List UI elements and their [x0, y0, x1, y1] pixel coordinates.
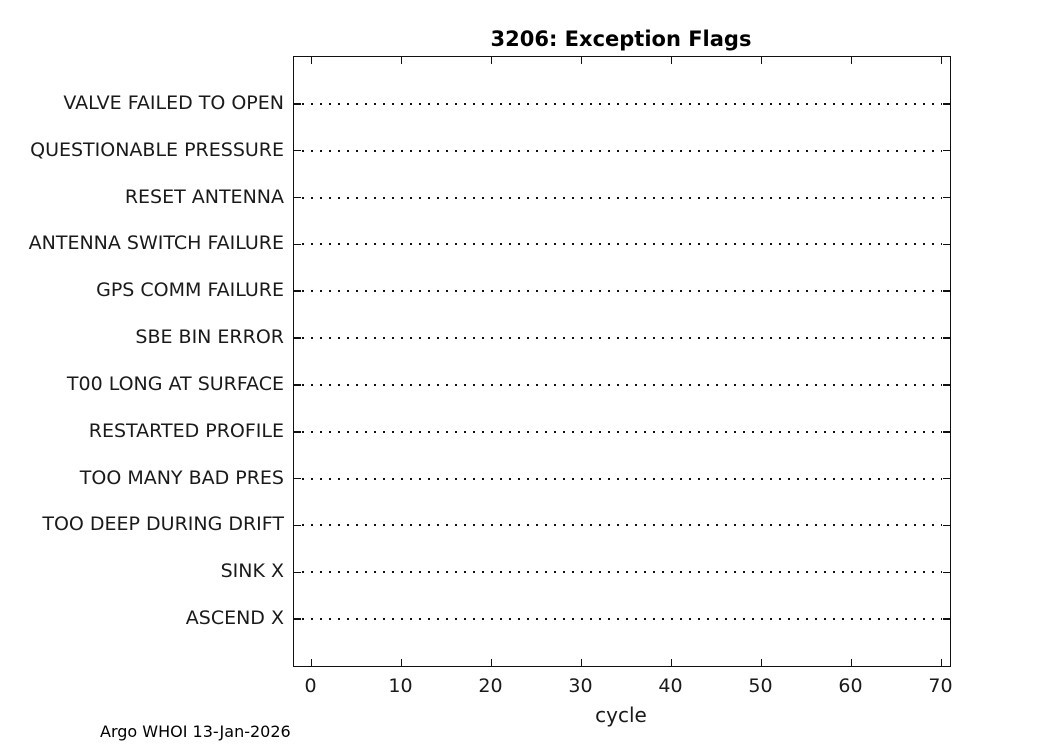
footer-annotation: Argo WHOI 13-Jan-2026 — [100, 722, 291, 741]
x-axis-label: cycle — [595, 703, 647, 727]
y-tick-right — [943, 196, 950, 199]
y-axis-category-label: SINK X — [220, 560, 284, 583]
category-dotted-line — [302, 337, 942, 340]
y-axis-category-label: SBE BIN ERROR — [135, 326, 284, 349]
x-tick-bottom — [580, 659, 583, 666]
y-axis-category-label: RESET ANTENNA — [124, 185, 284, 208]
x-tick-bottom — [940, 659, 943, 666]
category-dotted-line — [302, 571, 942, 574]
y-axis-category-label: TOO MANY BAD PRES — [79, 466, 284, 489]
x-tick-label: 60 — [838, 675, 863, 697]
y-tick-left — [294, 149, 301, 152]
y-axis-category-label: QUESTIONABLE PRESSURE — [30, 138, 284, 161]
y-tick-left — [294, 243, 301, 246]
x-tick-label: 50 — [748, 675, 773, 697]
x-tick-top — [400, 57, 403, 64]
x-tick-label: 40 — [658, 675, 683, 697]
y-tick-right — [943, 290, 950, 293]
y-tick-right — [943, 103, 950, 105]
x-tick-top — [310, 57, 313, 64]
category-dotted-line — [302, 290, 942, 293]
y-tick-left — [294, 524, 301, 527]
x-tick-top — [760, 57, 763, 64]
y-axis-category-label: GPS COMM FAILURE — [96, 279, 284, 302]
y-axis-category-label: RESTARTED PROFILE — [88, 419, 284, 442]
y-tick-left — [294, 430, 301, 433]
y-axis-category-label: T00 LONG AT SURFACE — [66, 372, 284, 395]
x-tick-top — [580, 57, 583, 64]
x-tick-top — [670, 57, 673, 64]
x-tick-bottom — [670, 659, 673, 666]
y-axis-category-label: VALVE FAILED TO OPEN — [63, 91, 284, 114]
y-tick-right — [943, 524, 950, 527]
x-tick-label: 30 — [568, 675, 593, 697]
category-dotted-line — [302, 196, 942, 199]
x-tick-bottom — [310, 659, 313, 666]
category-dotted-line — [302, 430, 942, 433]
y-tick-left — [294, 384, 301, 386]
x-tick-label: 10 — [388, 675, 413, 697]
y-tick-right — [943, 618, 950, 620]
category-dotted-line — [302, 383, 942, 386]
x-tick-top — [940, 57, 943, 64]
x-tick-label: 0 — [304, 675, 317, 697]
chart-title: 3206: Exception Flags — [490, 27, 752, 51]
y-tick-right — [943, 384, 950, 386]
category-dotted-line — [302, 477, 942, 480]
y-axis-category-label: ASCEND X — [185, 607, 284, 630]
x-tick-bottom — [850, 659, 853, 666]
x-tick-bottom — [490, 659, 493, 666]
y-tick-right — [943, 149, 950, 152]
y-tick-right — [943, 243, 950, 246]
y-tick-left — [294, 290, 301, 293]
y-tick-left — [294, 196, 301, 199]
category-dotted-line — [302, 524, 942, 527]
y-tick-left — [294, 477, 301, 480]
x-tick-top — [490, 57, 493, 64]
category-dotted-line — [302, 243, 942, 246]
plot-area — [293, 56, 951, 667]
y-axis-category-label: TOO DEEP DURING DRIFT — [42, 513, 284, 536]
category-dotted-line — [302, 149, 942, 152]
x-tick-label: 20 — [478, 675, 503, 697]
y-tick-right — [943, 430, 950, 433]
category-dotted-line — [302, 102, 942, 105]
y-tick-right — [943, 571, 950, 574]
x-tick-top — [850, 57, 853, 64]
y-tick-right — [943, 337, 950, 339]
category-dotted-line — [302, 618, 942, 621]
x-tick-label: 70 — [928, 675, 953, 697]
y-tick-right — [943, 477, 950, 480]
y-tick-left — [294, 337, 301, 339]
x-tick-bottom — [760, 659, 763, 666]
y-tick-left — [294, 103, 301, 105]
y-tick-left — [294, 618, 301, 620]
y-tick-left — [294, 571, 301, 574]
x-tick-bottom — [400, 659, 403, 666]
y-axis-category-label: ANTENNA SWITCH FAILURE — [28, 232, 284, 255]
